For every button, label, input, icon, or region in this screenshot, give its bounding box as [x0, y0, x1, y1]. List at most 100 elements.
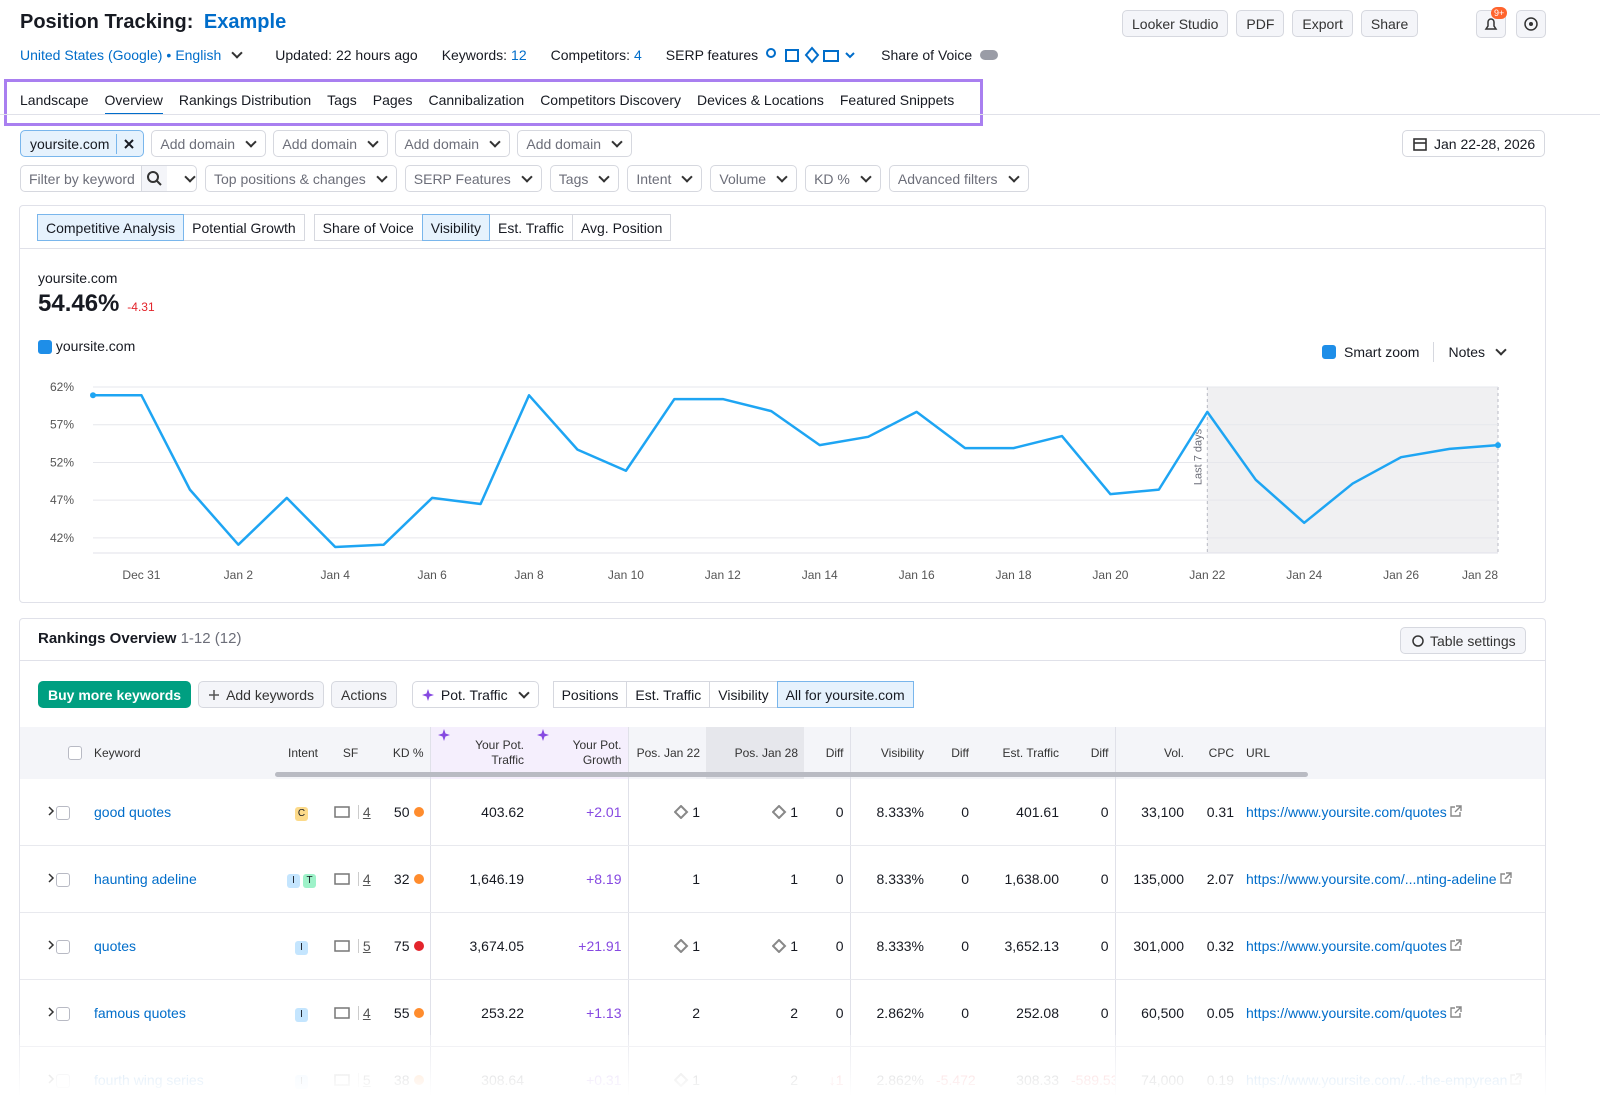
metric-tab[interactable]: Visibility [422, 214, 490, 241]
checkbox[interactable] [56, 873, 70, 887]
checkbox[interactable] [68, 746, 82, 760]
keyword-link[interactable]: famous quotes [94, 1005, 186, 1021]
url-link[interactable]: https://www.yoursite.com/quotes [1246, 938, 1447, 954]
tab[interactable]: Devices & Locations [697, 92, 824, 115]
add-domain[interactable]: Add domain [273, 130, 388, 157]
view-tab[interactable]: Potential Growth [183, 214, 305, 241]
add-domain[interactable]: Add domain [517, 130, 632, 157]
keyword-link[interactable]: good quotes [94, 804, 171, 820]
table-view[interactable]: Visibility [709, 681, 777, 708]
metric-tab[interactable]: Share of Voice [314, 214, 423, 241]
actions: Looker Studio PDF Export Share [1122, 10, 1418, 37]
tab[interactable]: Overview [105, 92, 163, 115]
sf-count[interactable]: 4 [363, 804, 371, 820]
sf-count[interactable]: 4 [363, 871, 371, 887]
url-link[interactable]: https://www.yoursite.com/...nting-adelin… [1246, 871, 1497, 887]
keyword-search[interactable]: Filter by keyword [20, 165, 197, 192]
action-button[interactable]: PDF [1236, 10, 1284, 37]
url-link[interactable]: https://www.yoursite.com/quotes [1246, 804, 1447, 820]
external-link-icon[interactable] [1447, 1005, 1467, 1019]
share-of-voice-toggle[interactable] [980, 50, 998, 60]
keyword-link[interactable]: quotes [94, 938, 136, 954]
action-button[interactable]: Share [1361, 10, 1418, 37]
checkbox[interactable] [56, 1007, 70, 1021]
table-view[interactable]: Est. Traffic [626, 681, 710, 708]
serp-icon [334, 939, 359, 953]
domain: yoursite.com [30, 136, 109, 152]
cell-pot-traffic: 403.62 [430, 779, 530, 846]
checkbox[interactable] [56, 940, 70, 954]
tab[interactable]: Landscape [20, 92, 89, 115]
smart-zoom-checkbox[interactable] [1322, 345, 1336, 359]
notifications[interactable]: 9+ [1476, 10, 1506, 38]
sf-count[interactable]: 5 [363, 938, 371, 954]
add-keywords[interactable]: Add keywords [198, 681, 324, 708]
filter-dropdown[interactable]: Advanced filters [889, 165, 1029, 192]
competitors-count[interactable]: 4 [634, 47, 642, 63]
keyword-link[interactable]: haunting adeline [94, 871, 197, 887]
buy-keywords[interactable]: Buy more keywords [38, 681, 191, 708]
actions-button[interactable]: Actions [331, 681, 397, 708]
legend[interactable]: yoursite.com [38, 338, 135, 354]
serp-icons[interactable] [762, 46, 857, 64]
cell-diff-position: 0 [804, 846, 850, 913]
filter-dropdown[interactable]: SERP Features [405, 165, 542, 192]
domain-chip[interactable]: yoursite.com [20, 130, 144, 157]
table-settings[interactable]: Table settings [1400, 627, 1526, 654]
add-domain[interactable]: Add domain [151, 130, 266, 157]
tab[interactable]: Pages [373, 92, 413, 115]
action-button[interactable]: Export [1292, 10, 1352, 37]
project-selector[interactable]: Example [204, 11, 286, 33]
notification-count: 9+ [1491, 7, 1507, 19]
add-domain[interactable]: Add domain [395, 130, 510, 157]
checkbox[interactable] [56, 806, 70, 820]
filter-dropdown[interactable]: Top positions & changes [205, 165, 397, 192]
pot-traffic-select[interactable]: Pot. Traffic [412, 681, 539, 708]
expand-icon[interactable] [26, 939, 56, 951]
metric-switch: Share of VoiceVisibilityEst. TrafficAvg.… [315, 214, 672, 241]
tab[interactable]: Featured Snippets [840, 92, 954, 115]
metric-tab[interactable]: Avg. Position [572, 214, 671, 241]
keywords-count[interactable]: 12 [511, 47, 527, 63]
filter-dropdown[interactable]: KD % [805, 165, 881, 192]
filter-dropdown[interactable]: Tags [550, 165, 620, 192]
notes[interactable]: Notes [1448, 338, 1507, 365]
expand-icon[interactable] [26, 805, 56, 817]
cell-intent: I [278, 913, 328, 980]
date-range[interactable]: Jan 22-28, 2026 [1402, 130, 1545, 157]
summary-value: 54.46% [38, 290, 119, 317]
pot-traffic-label: Pot. Traffic [441, 687, 508, 703]
tab[interactable]: Tags [327, 92, 357, 115]
tab[interactable]: Competitors Discovery [540, 92, 681, 115]
settings[interactable] [1516, 10, 1546, 38]
filter-dropdown[interactable]: Intent [627, 165, 702, 192]
url-link[interactable]: https://www.yoursite.com/quotes [1246, 1005, 1447, 1021]
value: 1 [790, 871, 798, 887]
tab[interactable]: Cannibalization [428, 92, 524, 115]
external-link-icon[interactable] [1447, 804, 1467, 818]
expand-icon[interactable] [26, 1006, 56, 1018]
value: 0 [836, 938, 844, 954]
search-icon[interactable] [141, 166, 167, 191]
external-link-icon[interactable] [1447, 938, 1467, 952]
remove-icon[interactable] [116, 134, 141, 154]
sf-count[interactable]: 4 [363, 1005, 371, 1021]
metric-tab[interactable]: Est. Traffic [489, 214, 573, 241]
column-header-label: Vol. [1164, 746, 1184, 760]
expand-icon[interactable] [26, 872, 56, 884]
value: 0 [961, 938, 969, 954]
location[interactable]: United States (Google) [20, 47, 162, 63]
table-view[interactable]: Positions [553, 681, 628, 708]
external-link-icon[interactable] [1497, 871, 1517, 885]
table-view[interactable]: All for yoursite.com [777, 681, 914, 708]
legend-checkbox[interactable] [38, 340, 52, 354]
view-tab[interactable]: Competitive Analysis [37, 214, 184, 241]
language[interactable]: English [175, 47, 243, 63]
action-button[interactable]: Looker Studio [1122, 10, 1228, 37]
filter-dropdown[interactable]: Volume [710, 165, 797, 192]
tab[interactable]: Rankings Distribution [179, 92, 311, 115]
sparkle-icon [421, 688, 441, 702]
intent-badge: I [287, 874, 300, 888]
value: 3,652.13 [1005, 938, 1060, 954]
x-tick-label: Jan 8 [514, 568, 544, 582]
